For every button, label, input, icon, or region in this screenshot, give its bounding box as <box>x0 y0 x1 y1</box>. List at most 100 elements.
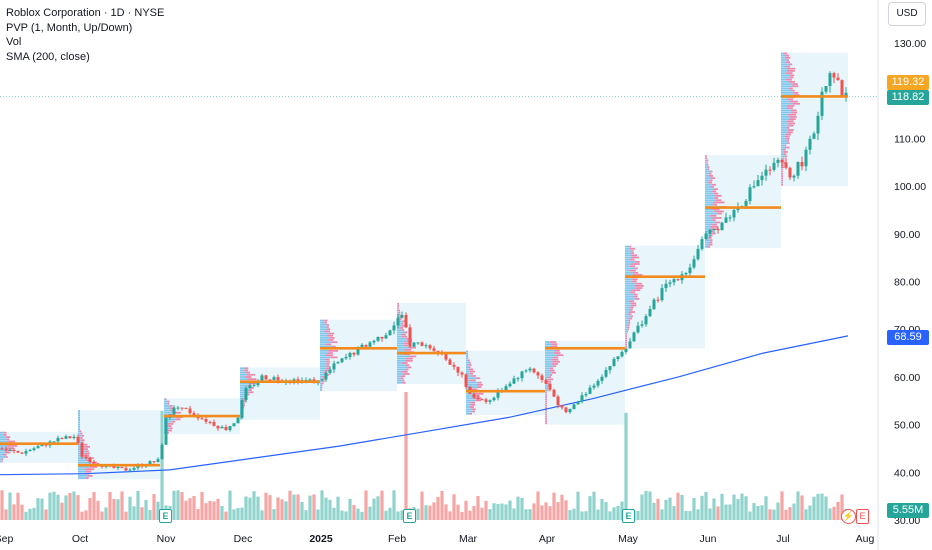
volume-bar <box>824 496 828 520</box>
profile-bar-down <box>247 378 257 381</box>
profile-bar-down <box>401 329 405 332</box>
profile-bar-down <box>401 335 408 338</box>
profile-bar-down <box>782 170 784 173</box>
profile-bar-down <box>408 346 416 349</box>
volume-bar <box>768 509 772 520</box>
profile-bar-up <box>320 341 332 344</box>
candle-body <box>376 336 380 341</box>
candle-body <box>520 371 524 379</box>
profile-bar-up <box>625 280 632 283</box>
profile-bar-up <box>0 460 2 463</box>
candle-body <box>716 229 720 231</box>
profile-bar-down <box>170 409 174 412</box>
profile-bar-down <box>167 429 172 432</box>
profile-bar-up <box>78 468 85 471</box>
currency-button[interactable]: USD <box>888 2 926 26</box>
profile-bar-up <box>781 67 788 70</box>
volume-bar <box>116 499 120 520</box>
profile-bar-down <box>245 371 251 374</box>
profile-bar-down <box>788 63 793 66</box>
candle-body <box>0 448 4 450</box>
candle-body <box>200 418 204 420</box>
profile-bar-down <box>171 420 176 423</box>
volume-bar <box>148 510 152 520</box>
profile-bar-down <box>715 221 721 224</box>
volume-bar <box>784 509 788 520</box>
profile-bar-down <box>469 372 474 375</box>
earnings-icon[interactable]: E <box>403 509 416 523</box>
profile-bar-up <box>0 440 9 443</box>
profile-bar-up <box>545 371 552 374</box>
profile-bar-down <box>85 470 92 473</box>
candle-body <box>156 459 160 463</box>
profile-bar-up <box>625 335 626 337</box>
profile-bar-down <box>325 343 332 346</box>
candle-body <box>720 222 724 231</box>
profile-bar-down <box>789 74 795 77</box>
profile-bar-down <box>625 335 627 337</box>
symbol-title[interactable]: Roblox Corporation · 1D · NYSE <box>6 7 165 19</box>
profile-bar-up <box>705 170 711 173</box>
volume-bar <box>716 506 720 520</box>
profile-bar-up <box>397 338 407 340</box>
candle-body <box>252 385 256 387</box>
profile-bar-down <box>327 352 333 354</box>
profile-bar-down <box>404 348 412 351</box>
profile-bar-up <box>240 371 246 374</box>
profile-bar-down <box>243 400 247 402</box>
profile-bar-down <box>787 113 796 116</box>
candle-body <box>8 449 12 451</box>
profile-bar-up <box>625 260 636 263</box>
profile-bar-down <box>321 384 323 387</box>
profile-bar-up <box>240 387 250 389</box>
volume-bar <box>304 510 308 520</box>
candle-body <box>492 397 496 401</box>
profile-bar-up <box>781 140 787 142</box>
earnings-icon[interactable]: E <box>622 509 635 523</box>
candle-body <box>780 159 784 163</box>
profile-bar-up <box>466 395 476 397</box>
volume-bar <box>556 502 560 520</box>
profile-bar-up <box>466 406 470 408</box>
volume-bar <box>496 503 500 520</box>
profile-bar-down <box>324 369 331 372</box>
volume-bar <box>728 504 732 520</box>
profile-bar-down <box>710 230 714 233</box>
volume-bar <box>252 491 256 520</box>
volume-bar <box>180 491 184 520</box>
volume-bar <box>124 511 128 520</box>
profile-bar-up <box>781 89 791 92</box>
profile-bar-down <box>711 208 720 211</box>
profile-bar-up <box>705 197 715 199</box>
profile-bar-down <box>787 131 793 134</box>
volume-bar <box>560 494 564 520</box>
profile-bar-down <box>793 91 799 94</box>
profile-bar-down <box>172 411 182 414</box>
profile-bar-up <box>781 63 789 66</box>
candle-body <box>536 372 540 376</box>
sma-indicator-label[interactable]: SMA (200, close) <box>6 50 90 63</box>
profile-bar-down <box>242 404 245 407</box>
earnings-icon[interactable]: E <box>159 509 172 523</box>
profile-bar-down <box>398 309 400 312</box>
profile-bar-up <box>625 293 634 296</box>
profile-bar-down <box>248 389 252 391</box>
upcoming-earnings-icon[interactable]: E <box>856 509 869 524</box>
pvp-indicator-label[interactable]: PVP (1, Month, Up/Down) <box>6 21 133 34</box>
profile-bar-down <box>710 177 716 180</box>
volume-bar <box>260 510 264 520</box>
profile-bar-down <box>79 421 80 424</box>
volume-bar <box>360 511 364 520</box>
profile-bar-up <box>705 208 712 211</box>
volume-indicator-label[interactable]: Vol <box>6 36 22 48</box>
profile-bar-up <box>397 307 399 310</box>
profile-bar-up <box>705 155 707 157</box>
volume-bar <box>804 509 808 520</box>
profile-bar-up <box>78 466 90 468</box>
flash-icon[interactable]: ⚡ <box>841 509 856 524</box>
candle-body <box>820 91 824 116</box>
x-tick-label: Dec <box>234 533 253 545</box>
profile-bar-up <box>625 300 630 303</box>
profile-bar-up <box>705 239 711 242</box>
